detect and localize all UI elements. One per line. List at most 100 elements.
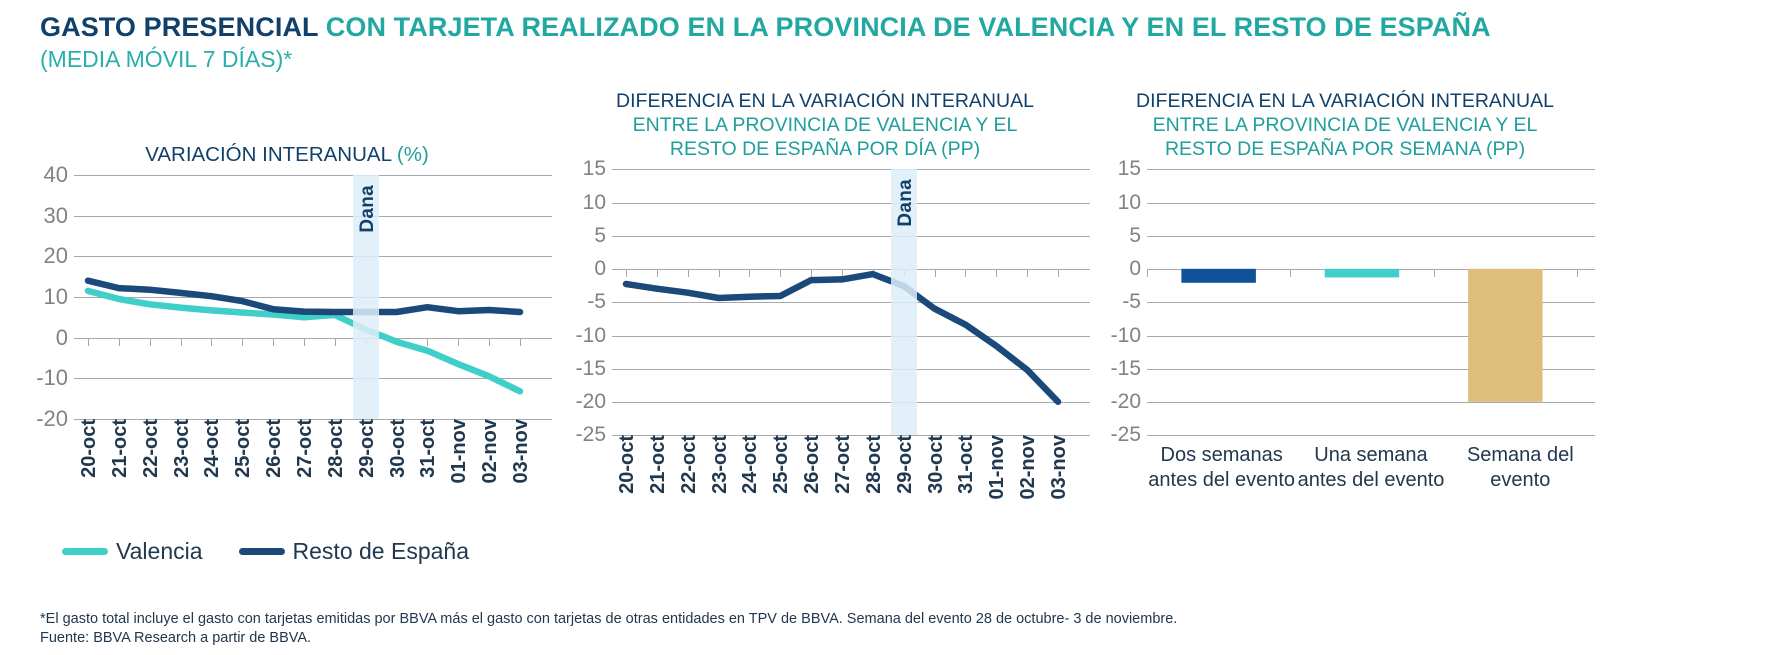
gridline [1147, 235, 1595, 237]
chart1-title-navy-tail: L [380, 143, 392, 166]
x-tick-label: 24-oct [739, 435, 762, 495]
y-tick-label: -5 [1122, 290, 1141, 314]
y-tick-label: -25 [1110, 423, 1141, 447]
gridline [612, 335, 1090, 337]
y-tick-label: 15 [1117, 157, 1141, 181]
gridline [1147, 202, 1595, 204]
chart2-title-line3: RESTO DE ESPAÑA POR DÍA (PP) [669, 137, 981, 160]
y-tick-label: 40 [43, 162, 68, 187]
chart2-plot-wrap: 15 10 5 0 -5 -10 -15 -20 -25 Dana 20-oct 21-oct 22… [560, 157, 1090, 500]
y-tick-label: 10 [1117, 190, 1141, 214]
dana-annotation-label: Dana [356, 185, 378, 233]
gridline [74, 419, 552, 420]
chart2-x-axis: 20-oct 21-oct 22-oct 23-oct 24-oct 25-oct 26-o… [612, 435, 1090, 531]
y-tick-label: 15 [582, 157, 606, 181]
y-tick-label: 5 [594, 223, 606, 247]
gridline [612, 235, 1090, 237]
bar [1468, 269, 1543, 403]
chart-panel-variacion-interanual: VARIACIÓN INTERANUAL (%) 40 30 20 10 0 -10 -20… [22, 80, 552, 564]
x-tick-label: 29-oct [893, 435, 916, 495]
x-tick-label: 23-oct [170, 419, 193, 478]
page-title: GASTO PRESENCIAL CON TARJETA REALIZADO E… [40, 12, 1740, 73]
bar-category-label: Una semana antes del evento [1297, 444, 1445, 491]
title-line-1: GASTO PRESENCIAL CON TARJETA REALIZADO E… [40, 12, 1740, 43]
footnotes: *El gasto total incluye el gasto con tar… [40, 610, 1740, 649]
gridline [1147, 435, 1595, 437]
bar [1181, 269, 1256, 284]
y-tick-label: -20 [36, 406, 68, 431]
gridline [612, 202, 1090, 204]
chart1-series-svg [84, 277, 524, 395]
chart-panel-diferencia-dia: DIFERENCIA EN LA VARIACIÓN INTERANUAL EN… [560, 80, 1090, 500]
gridline [612, 269, 1090, 271]
chart1-x-axis: 20-oct 21-oct 22-oct 23-oct 24-oct 25-oct 26-o… [74, 419, 552, 515]
x-tick-label: 31-oct [955, 435, 978, 495]
chart2-title-line1: DIFERENCIA EN LA VARIACIÓN INTERANUAL [616, 90, 1034, 112]
x-tick-label: 25-oct [770, 435, 793, 495]
legend-resto-espana[interactable]: Resto de España [238, 538, 469, 565]
dana-annotation-label: Dana [894, 179, 916, 228]
chart2-series-svg [622, 271, 1062, 406]
chart3-title: DIFERENCIA EN LA VARIACIÓN INTERANUAL EN… [1095, 80, 1595, 161]
chart3-title-line1: DIFERENCIA EN LA VARIACIÓN INTERANUAL [1136, 90, 1554, 112]
chart2-plot: 15 10 5 0 -5 -10 -15 -20 -25 Dana [560, 157, 1090, 446]
x-tick-label: 20-oct [78, 419, 100, 478]
chart1-y-axis: 40 30 20 10 0 -10 -20 [22, 162, 74, 431]
chart3-title-line3: RESTO DE ESPAÑA POR SEMANA (PP) [1164, 137, 1526, 160]
x-tick-label: 03-nov [1048, 435, 1070, 500]
gridline [612, 435, 1090, 437]
bar-category-label: Dos semanas antes del evento [1148, 444, 1296, 491]
y-tick-label: -10 [36, 365, 68, 391]
gridline [612, 169, 1090, 171]
y-tick-label: 10 [43, 284, 68, 309]
x-tick-label: 21-oct [108, 419, 131, 478]
chart1-legend: Valencia Resto de España [62, 538, 469, 565]
gridline [1147, 302, 1595, 304]
x-axis-ticks [1147, 269, 1595, 278]
bar [1324, 269, 1400, 278]
gridline [612, 402, 1090, 404]
y-tick-label: -10 [575, 323, 606, 347]
gridline [612, 368, 1090, 370]
chart1-title-teal: (%) [391, 143, 429, 166]
x-tick-label: 24-oct [201, 419, 224, 478]
gridline [74, 297, 552, 298]
x-tick-label: 20-oct [616, 435, 638, 495]
y-tick-label: 0 [55, 324, 68, 350]
chart3-bars-svg [1181, 269, 1543, 403]
gridline [74, 256, 552, 258]
gridline [74, 215, 552, 217]
x-tick-label: 26-oct [801, 435, 824, 495]
title-subtitle: (MEDIA MÓVIL 7 DÍAS)* [40, 46, 293, 72]
y-tick-label: -15 [1110, 356, 1141, 380]
chart3-y-axis: 15 10 5 0 -5 -10 -15 -20 -25 [1095, 157, 1147, 446]
y-tick-label: 20 [43, 243, 68, 269]
legend-valencia[interactable]: Valencia [62, 538, 203, 565]
chart2-gridlines [612, 169, 1090, 437]
chart1-title-navy: VARIACIÓN INTERANUA [145, 143, 381, 166]
x-tick-label: 21-oct [646, 435, 669, 495]
gridline [1147, 368, 1595, 370]
x-tick-label: 28-oct [862, 435, 885, 495]
y-tick-label: 0 [594, 257, 606, 281]
y-tick-label: -5 [587, 290, 606, 314]
chart-panel-diferencia-semana: DIFERENCIA EN LA VARIACIÓN INTERANUAL EN… [1095, 80, 1595, 491]
footnote-source: Fuente: BBVA Research a partir de BBVA. [40, 630, 312, 647]
gridline [1147, 402, 1595, 404]
x-tick-label: 28-oct [324, 419, 347, 478]
title-part-2: CON TARJETA REALIZADO EN LA PROVINCIA DE… [325, 12, 1491, 42]
chart1-plot-wrap: 40 30 20 10 0 -10 -20 Dana 20-oct 21-oct 22-oct 2… [22, 162, 552, 483]
chart2-y-axis: 15 10 5 0 -5 -10 -15 -20 -25 [560, 157, 612, 446]
x-tick-label: 31-oct [417, 419, 440, 478]
y-tick-label: 5 [1129, 223, 1141, 247]
x-tick-label: 03-nov [510, 419, 532, 484]
chart3-plot-wrap: 15 10 5 0 -5 -10 -15 -20 -25 Dos semanas antes d… [1095, 157, 1595, 491]
gridline [612, 302, 1090, 304]
y-tick-label: -20 [1110, 390, 1141, 414]
y-tick-label: -10 [1110, 323, 1141, 347]
x-tick-label: 01-nov [448, 419, 471, 484]
x-tick-label: 22-oct [139, 419, 162, 478]
y-tick-label: -25 [575, 423, 606, 447]
bar-category-label: Semana del evento [1466, 444, 1574, 491]
